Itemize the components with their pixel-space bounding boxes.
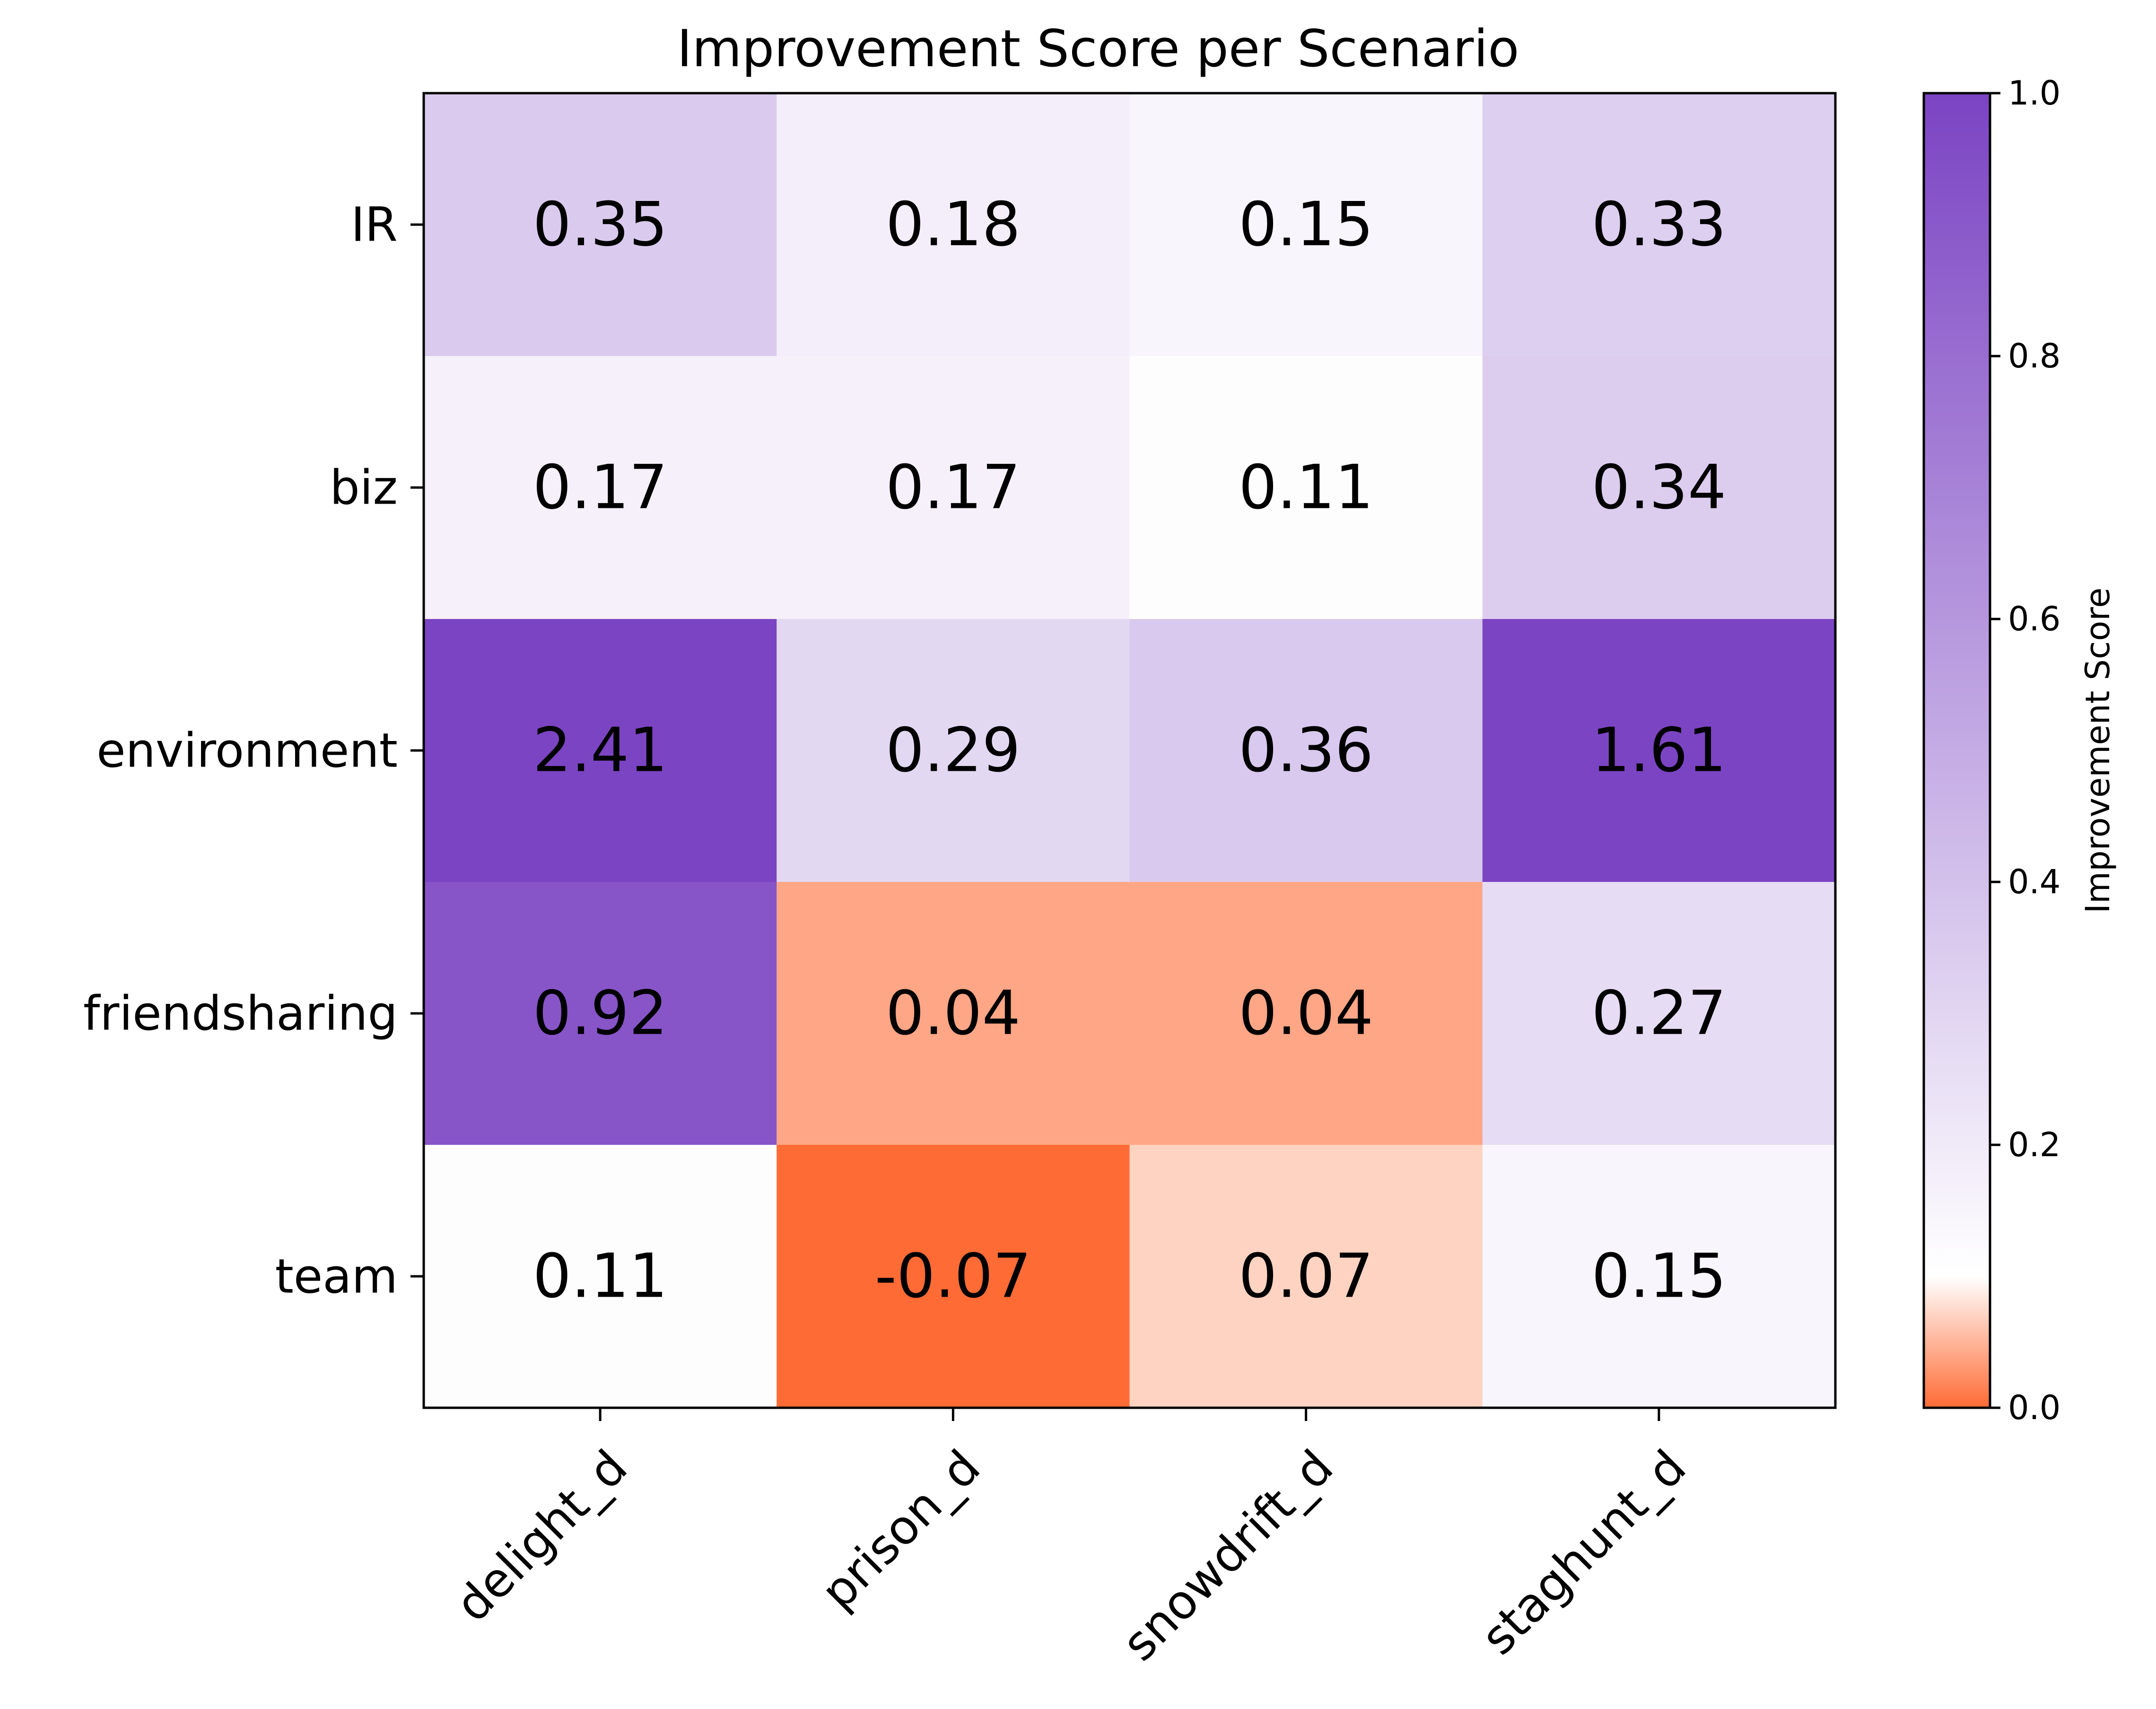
cell-value-label: 0.15 [1239,190,1373,260]
heatmap-cell [424,882,777,1145]
heatmap-cell [1482,1145,1836,1408]
cell-value-label: 0.33 [1591,190,1726,260]
heatmap-cell [424,619,777,882]
column-label: snowdrift_d [1112,1439,1344,1672]
cell-value-label: 0.29 [886,715,1021,786]
cell-value-label: 0.92 [533,978,668,1049]
heatmap-cell [777,619,1130,882]
cell-value-label: 0.11 [1239,453,1373,523]
colorbar-tick-label: 0.8 [2008,337,2060,375]
heatmap-cell [1482,619,1836,882]
heatmap-cell [424,356,777,619]
cell-labels: 0.35 0.18 0.15 0.33 0.17 0.17 0.11 0.34 2.41 0.29… [533,190,1727,1312]
column-label: staghunt_d [1471,1439,1697,1665]
heatmap-cell [1129,93,1483,357]
heatmap-cell [777,356,1130,619]
colorbar-tick-label: 0.4 [2008,863,2060,901]
cell-value-label: 0.17 [533,453,668,523]
heatmap-cell [777,882,1130,1145]
colorbar-tick-label: 0.2 [2008,1125,2060,1164]
column-axis: delight_d prison_d snowdrift_d staghunt_d [445,1408,1697,1672]
cell-value-label: 0.15 [1591,1241,1726,1312]
row-label: team [275,1249,398,1304]
chart-title: Improvement Score per Scenario [677,19,1519,78]
heatmap-cell [777,93,1130,357]
row-label: IR [351,197,398,253]
cell-value-label: 0.34 [1591,453,1726,523]
heatmap-cell [1482,356,1836,619]
cell-value-label: 0.04 [1239,978,1373,1049]
column-label: prison_d [810,1439,990,1620]
row-label: environment [96,723,398,778]
cell-value-label: 0.07 [1239,1241,1373,1312]
cell-value-label: 1.61 [1591,715,1726,786]
heatmap-cell [1482,882,1836,1145]
heatmap-cell [1482,93,1836,357]
colorbar: 0.0 0.2 0.4 0.6 0.8 1.0 Improvement Score [1922,74,2117,1427]
colorbar-tick-label: 0.0 [2008,1388,2060,1427]
heatmap-cell [424,1145,777,1408]
heatmap-cell [424,93,777,357]
row-label: biz [330,460,398,515]
heatmap-cell [1129,356,1483,619]
heatmap-cell [1129,882,1483,1145]
colorbar-gradient [1922,92,1991,1409]
row-axis: IR biz environment friendsharing team [83,197,424,1304]
cell-value-label: 0.35 [533,190,668,260]
colorbar-ticks: 0.0 0.2 0.4 0.6 0.8 1.0 [1990,74,2060,1427]
column-label: delight_d [445,1439,638,1632]
colorbar-tick-label: 0.6 [2008,600,2060,638]
row-label: friendsharing [83,986,398,1041]
heatmap-cell [1129,619,1483,882]
cell-value-label: 0.17 [886,453,1021,523]
cell-value-label: 0.27 [1591,978,1726,1049]
cell-value-label: 2.41 [533,715,668,786]
heatmap-cell [777,1145,1130,1408]
cell-value-label: 0.18 [886,190,1021,260]
cell-value-label: -0.07 [875,1241,1031,1312]
heatmap-cells [424,93,1836,1408]
cell-value-label: 0.11 [533,1241,668,1312]
cell-value-label: 0.36 [1239,715,1373,786]
cell-value-label: 0.04 [886,978,1021,1049]
colorbar-tick-label: 1.0 [2008,74,2060,113]
heatmap-cell [1129,1145,1483,1408]
colorbar-label: Improvement Score [2078,587,2117,913]
